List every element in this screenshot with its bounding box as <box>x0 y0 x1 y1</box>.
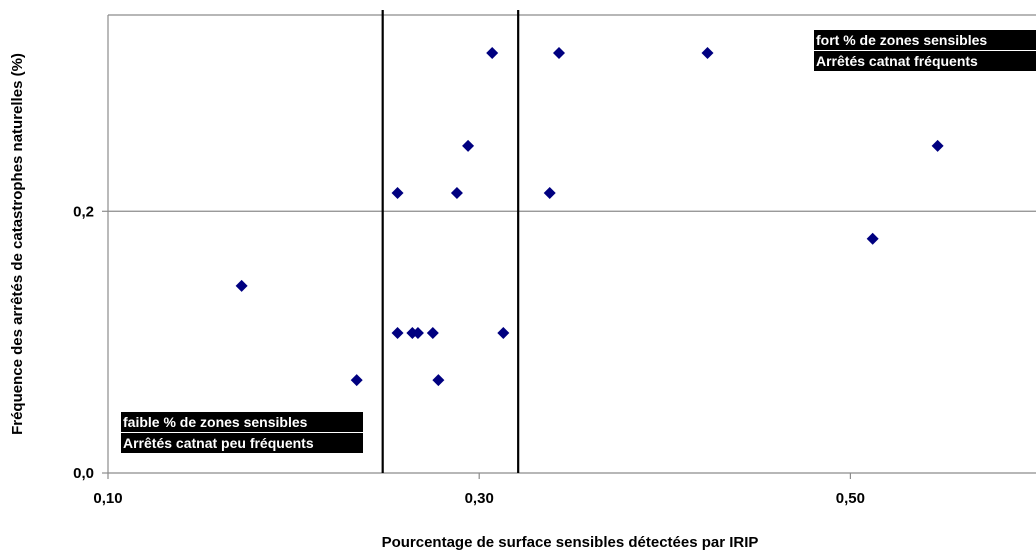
y-tick-label: 0,0 <box>73 465 94 482</box>
annotation-background <box>121 433 363 453</box>
data-point <box>450 186 463 199</box>
annotation-line: faible % de zones sensibles <box>123 414 308 430</box>
annotation-line: Arrêtés catnat fréquents <box>816 53 978 69</box>
data-points <box>235 46 944 387</box>
data-point <box>235 279 248 292</box>
y-tick-label: 0,2 <box>73 203 94 220</box>
annotation-background <box>814 51 1036 71</box>
x-tick-label: 0,30 <box>465 490 494 507</box>
data-point <box>432 374 445 387</box>
data-point <box>553 46 566 59</box>
annotation-top-right: fort % de zones sensibles Arrêtés catnat … <box>814 30 1036 71</box>
y-axis-title: Fréquence des arrêtés de catastrophes na… <box>9 53 26 435</box>
data-point <box>391 186 404 199</box>
data-point <box>350 374 363 387</box>
data-point <box>497 326 510 339</box>
data-point <box>391 326 404 339</box>
annotation-line: Arrêtés catnat peu fréquents <box>123 435 314 451</box>
x-tick-labels: 0,10 0,30 0,50 <box>93 490 865 507</box>
data-point <box>701 46 714 59</box>
axes <box>102 14 1036 479</box>
annotation-background <box>814 30 1036 50</box>
data-point <box>931 139 944 152</box>
annotation-bottom-left: faible % de zones sensibles Arrêtés catna… <box>121 412 363 453</box>
data-point <box>486 46 499 59</box>
annotations: fort % de zones sensibles Arrêtés catnat … <box>121 30 1036 453</box>
data-point <box>462 139 475 152</box>
data-point <box>543 186 556 199</box>
x-tick-label: 0,50 <box>836 490 865 507</box>
annotation-background <box>121 412 363 432</box>
data-point <box>426 326 439 339</box>
annotation-line: fort % de zones sensibles <box>816 32 987 48</box>
x-tick-label: 0,10 <box>93 490 122 507</box>
x-axis-title: Pourcentage de surface sensibles détecté… <box>382 534 759 551</box>
threshold-lines <box>381 10 520 473</box>
y-tick-labels: 0,0 0,2 <box>73 203 94 482</box>
data-point <box>866 232 879 245</box>
data-point <box>411 326 424 339</box>
